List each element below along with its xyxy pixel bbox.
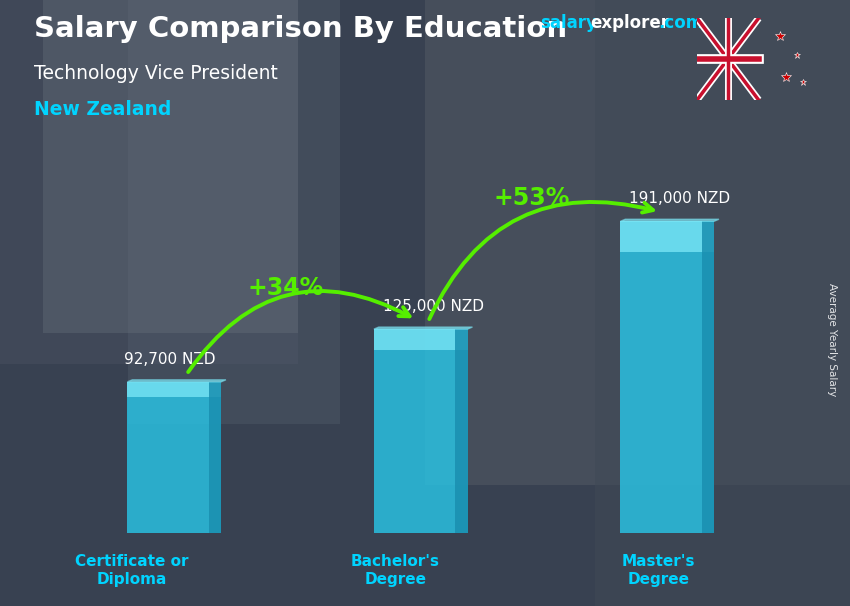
Text: New Zealand: New Zealand (34, 100, 172, 119)
Text: explorer: explorer (590, 14, 669, 32)
Text: 125,000 NZD: 125,000 NZD (382, 299, 484, 314)
Bar (128, 382, 221, 397)
Bar (209, 382, 221, 533)
Text: 92,700 NZD: 92,700 NZD (123, 352, 215, 367)
Text: salary: salary (540, 14, 597, 32)
Polygon shape (128, 380, 226, 382)
Text: Technology Vice President: Technology Vice President (34, 64, 278, 82)
Bar (620, 221, 714, 253)
Text: Certificate or
Diploma: Certificate or Diploma (75, 554, 189, 587)
Bar (425, 0, 850, 485)
Text: .com: .com (659, 14, 704, 32)
Bar (620, 221, 714, 533)
Text: Average Yearly Salary: Average Yearly Salary (827, 283, 837, 396)
Polygon shape (374, 327, 473, 329)
Text: Salary Comparison By Education: Salary Comparison By Education (34, 15, 567, 43)
Bar (0, 0, 298, 364)
Bar (456, 329, 468, 533)
Polygon shape (620, 219, 719, 221)
Bar (374, 329, 468, 350)
Text: Master's
Degree: Master's Degree (622, 554, 695, 587)
Text: +34%: +34% (247, 276, 323, 300)
Text: 191,000 NZD: 191,000 NZD (629, 191, 730, 206)
Text: Bachelor's
Degree: Bachelor's Degree (351, 554, 439, 587)
Bar (128, 0, 340, 424)
Bar (128, 382, 221, 533)
Bar (595, 0, 850, 606)
Bar (42, 0, 298, 333)
Text: +53%: +53% (494, 185, 570, 210)
Bar (374, 329, 468, 533)
Bar (702, 221, 714, 533)
